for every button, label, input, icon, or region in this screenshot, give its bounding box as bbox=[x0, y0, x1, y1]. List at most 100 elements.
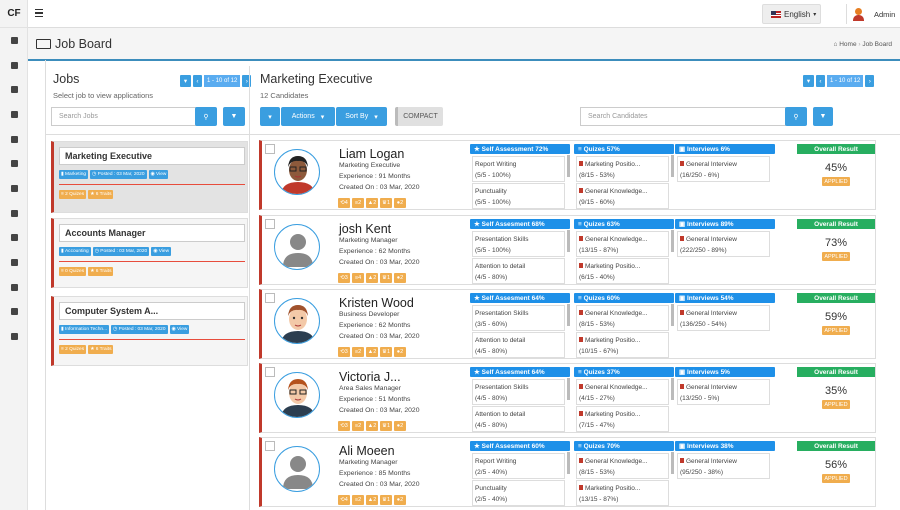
jobs-search-input[interactable]: Search Jobs bbox=[51, 107, 197, 126]
home-icon: ⌂ bbox=[833, 41, 838, 48]
dashboard-icon[interactable] bbox=[0, 28, 28, 53]
list-icon[interactable] bbox=[0, 300, 28, 325]
candidates-search-button[interactable]: ⚲ bbox=[785, 107, 807, 126]
select-dropdown-button[interactable]: ▾ bbox=[260, 107, 280, 126]
breadcrumb-home[interactable]: Home bbox=[839, 41, 857, 48]
self-assessment-header: ★ Self Assesment 68% bbox=[470, 219, 570, 229]
scrollbar[interactable] bbox=[567, 230, 570, 252]
candidate-card[interactable]: Kristen Wood Business Developer Experien… bbox=[259, 289, 876, 359]
graduation-cap-icon[interactable] bbox=[0, 275, 28, 300]
job-traits-badge: ★ 6 Traits bbox=[88, 190, 114, 199]
candidates-filter-button[interactable]: ▼ bbox=[813, 107, 833, 126]
jobs-pager-next-button[interactable]: › bbox=[242, 75, 252, 87]
candidates-pager-next-button[interactable]: › bbox=[865, 75, 875, 87]
id-card-icon[interactable] bbox=[0, 53, 28, 78]
comment-badge: ● 2 bbox=[394, 347, 406, 357]
candidates-pager-dropdown-button[interactable]: ▾ bbox=[803, 75, 814, 87]
interviews-label: Interviews 5% bbox=[686, 368, 730, 376]
scrollbar[interactable] bbox=[671, 378, 674, 400]
item-score: (5/5 - 100%) bbox=[475, 247, 511, 254]
candidate-name[interactable]: josh Kent bbox=[339, 222, 392, 236]
list-icon[interactable] bbox=[0, 102, 28, 127]
menu-toggle-icon[interactable] bbox=[32, 5, 46, 21]
sort-by-button[interactable]: Sort By ▾ bbox=[336, 107, 387, 126]
self-assessment-item: Report Writing (5/5 - 100%) bbox=[472, 156, 565, 182]
star-icon[interactable] bbox=[0, 201, 28, 226]
job-view-button[interactable]: ◉ View bbox=[148, 170, 169, 179]
divider bbox=[59, 261, 245, 262]
job-card[interactable]: Marketing Executive ▮ Marketing ◷ Posted… bbox=[51, 141, 248, 213]
candidate-experience: Experience : 51 Months bbox=[339, 396, 411, 403]
job-card[interactable]: Computer System A... ▮ Information Techn… bbox=[51, 296, 248, 366]
job-title[interactable]: Accounts Manager bbox=[59, 224, 245, 242]
badge-count: 4 bbox=[344, 497, 348, 503]
candidate-card[interactable]: Ali Moeen Marketing Manager Experience :… bbox=[259, 437, 876, 507]
list-icon[interactable] bbox=[0, 151, 28, 176]
jobs-pager-prev-button[interactable]: ‹ bbox=[193, 75, 202, 87]
scrollbar[interactable] bbox=[671, 452, 674, 474]
compact-toggle-button[interactable]: COMPACT bbox=[395, 107, 443, 126]
candidate-name[interactable]: Liam Logan bbox=[339, 147, 405, 161]
candidate-card[interactable]: josh Kent Marketing Manager Experience :… bbox=[259, 215, 876, 285]
job-title[interactable]: Computer System A... bbox=[59, 302, 245, 320]
scrollbar[interactable] bbox=[567, 378, 570, 400]
comment-icon: ● bbox=[396, 423, 401, 429]
self-assessment-item: Presentation Skills (5/5 - 100%) bbox=[472, 231, 565, 257]
file-icon bbox=[579, 411, 583, 416]
list-icon: ≡ bbox=[578, 294, 582, 302]
candidate-checkbox[interactable] bbox=[265, 144, 275, 154]
jobs-pager-dropdown-button[interactable]: ▾ bbox=[180, 75, 191, 87]
job-view-button[interactable]: ◉ View bbox=[169, 325, 190, 334]
candidate-checkbox[interactable] bbox=[265, 293, 275, 303]
gavel-icon[interactable] bbox=[0, 77, 28, 102]
overall-result-panel: Overall Result 56% APPLIED bbox=[797, 441, 875, 506]
scrollbar[interactable] bbox=[671, 304, 674, 326]
candidate-name[interactable]: Kristen Wood bbox=[339, 296, 414, 310]
cogs-icon[interactable] bbox=[0, 324, 28, 349]
job-title[interactable]: Marketing Executive bbox=[59, 147, 245, 165]
item-score: (16/250 - 6%) bbox=[680, 172, 720, 179]
badge-count: 2 bbox=[400, 275, 404, 281]
copy-icon[interactable] bbox=[0, 176, 28, 201]
history-badge: ⟲ 4 bbox=[338, 198, 350, 208]
scrollbar[interactable] bbox=[567, 155, 570, 177]
job-card[interactable]: Accounts Manager ▮ Accounting ◷ Posted :… bbox=[51, 218, 248, 288]
overall-result-header: Overall Result bbox=[797, 144, 875, 154]
briefcase-icon[interactable] bbox=[0, 127, 28, 152]
status-badge: APPLIED bbox=[822, 400, 850, 409]
candidate-card[interactable]: Liam Logan Marketing Executive Experienc… bbox=[259, 140, 876, 210]
candidate-checkbox[interactable] bbox=[265, 441, 275, 451]
list-icon[interactable] bbox=[0, 226, 28, 251]
language-dropdown[interactable]: English ▾ bbox=[762, 4, 821, 24]
self-assessment-panel: ★ Self Assessment 72% Report Writing (5/5… bbox=[470, 144, 570, 209]
item-score: (13/250 - 5%) bbox=[680, 395, 720, 402]
quiz-item: Marketing Positio... (10/15 - 67%) bbox=[576, 332, 669, 358]
self-assessment-label: Self Assesment 68% bbox=[481, 220, 545, 228]
actions-button[interactable]: Actions ▾ bbox=[281, 107, 335, 126]
scrollbar[interactable] bbox=[567, 452, 570, 474]
candidate-name[interactable]: Victoria J... bbox=[339, 370, 401, 384]
candidate-checkbox[interactable] bbox=[265, 367, 275, 377]
admin-menu[interactable]: Admin bbox=[846, 4, 895, 24]
jobs-search-button[interactable]: ⚲ bbox=[195, 107, 217, 126]
comment-badge: ● 2 bbox=[394, 273, 406, 283]
candidate-name[interactable]: Ali Moeen bbox=[339, 444, 395, 458]
users-icon[interactable] bbox=[0, 250, 28, 275]
app-logo[interactable]: CF bbox=[0, 0, 28, 28]
candidate-checkbox[interactable] bbox=[265, 219, 275, 229]
scrollbar[interactable] bbox=[671, 155, 674, 177]
self-assessment-item: Attention to detail (4/5 - 80%) bbox=[472, 406, 565, 432]
candidate-card[interactable]: Victoria J... Area Sales Manager Experie… bbox=[259, 363, 876, 433]
scrollbar[interactable] bbox=[567, 304, 570, 326]
interview-item: General Interview (136/250 - 54%) bbox=[677, 305, 770, 331]
job-view-button[interactable]: ◉ View bbox=[151, 247, 172, 256]
candidates-pager-prev-button[interactable]: ‹ bbox=[816, 75, 825, 87]
trophy-icon: ♛ bbox=[382, 275, 387, 281]
item-score: (6/15 - 40%) bbox=[579, 274, 615, 281]
interviews-label: Interviews 38% bbox=[686, 442, 734, 450]
jobs-filter-button[interactable]: ▼ bbox=[223, 107, 245, 126]
scrollbar[interactable] bbox=[671, 230, 674, 252]
candidates-search-input[interactable]: Search Candidates bbox=[580, 107, 786, 126]
item-title: General Interview bbox=[686, 236, 737, 243]
self-assessment-item: Attention to detail (4/5 - 80%) bbox=[472, 332, 565, 358]
